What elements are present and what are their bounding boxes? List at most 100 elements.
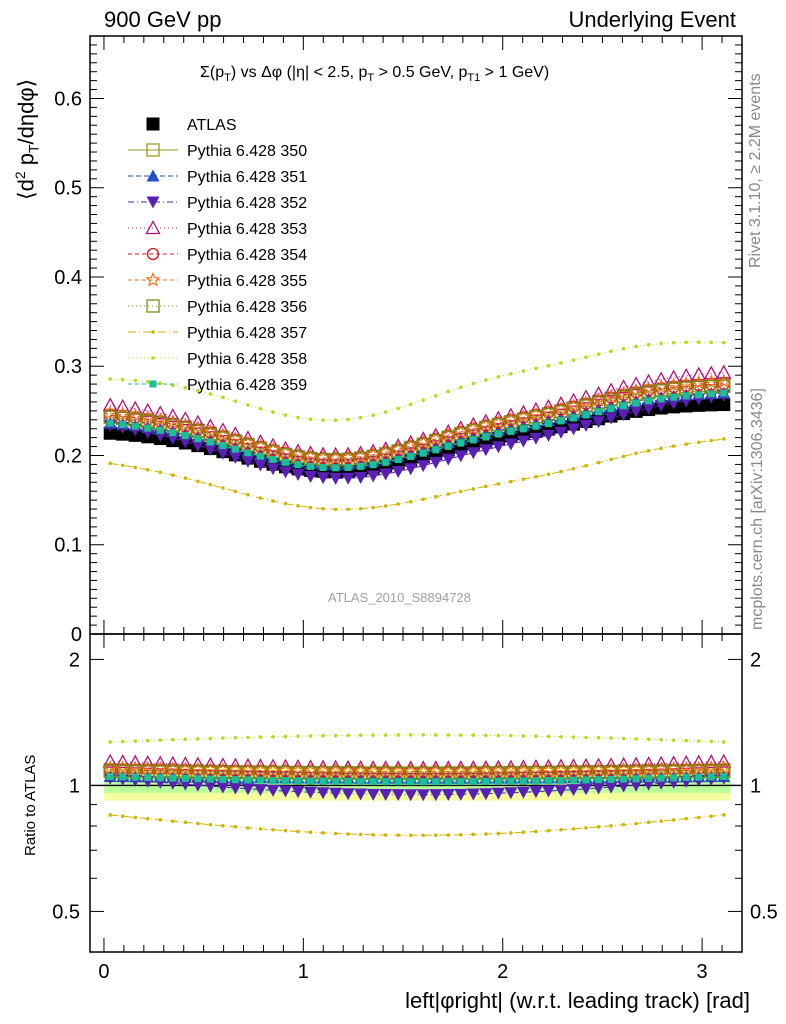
series-line (110, 371, 724, 456)
legend-label: Pythia 6.428 356 (187, 299, 307, 316)
series-pythia-6-428-355 (102, 373, 732, 465)
ratio-point (521, 734, 526, 738)
legend-marker (146, 247, 160, 261)
ratio-point (721, 813, 726, 817)
ratio-point (321, 733, 325, 738)
ratio-point (256, 776, 264, 784)
legend: ATLAS Pythia 6.428 350 Pythia 6.428 351 Pyt… (128, 117, 307, 394)
data-point (108, 461, 113, 466)
data-point (567, 423, 581, 436)
data-point (316, 472, 330, 485)
data-point (258, 406, 263, 411)
ratio-point (396, 833, 401, 838)
y-tick-label: 0.4 (54, 267, 82, 289)
data-point (265, 441, 281, 457)
data-point (346, 507, 350, 512)
x-axis-label: left|φright| (w.r.t. leading track) [rad… (405, 988, 750, 1013)
ratio-point (233, 735, 238, 740)
ratio-point (471, 733, 476, 738)
legend-entry-pythia-6-428-350: Pythia 6.428 350 (128, 143, 307, 160)
ratio-line (110, 767, 724, 772)
data-point (140, 402, 156, 417)
data-point (654, 399, 668, 412)
data-point (296, 504, 300, 508)
analysis-tag: ATLAS_2010_S8894728 (328, 590, 471, 605)
data-point (494, 430, 502, 438)
data-point (419, 449, 427, 457)
ratio-point (208, 822, 213, 827)
ratio-point (119, 773, 127, 781)
ratio-point (140, 760, 156, 776)
ratio-point (341, 788, 355, 801)
data-point (691, 375, 707, 390)
data-point (684, 340, 689, 345)
ratio-point (203, 780, 217, 793)
data-point (421, 497, 426, 502)
data-point (546, 363, 551, 368)
legend-marker (149, 380, 157, 388)
legend-entry-pythia-6-428-354: Pythia 6.428 354 (128, 247, 307, 264)
ratio-point (478, 763, 494, 778)
ratio-point (454, 788, 468, 801)
ratio-point (158, 818, 163, 822)
ratio-point (509, 831, 513, 835)
ratio-point (590, 762, 607, 777)
ratio-point (208, 736, 213, 741)
ratio-y-tick-label-right: 2 (750, 649, 761, 671)
data-point (646, 342, 651, 347)
data-point (369, 461, 377, 469)
data-point (441, 453, 455, 466)
data-point (244, 449, 252, 457)
data-point (496, 482, 501, 486)
ratio-point (191, 779, 205, 792)
data-point (509, 479, 513, 484)
data-point (145, 379, 150, 384)
data-point (609, 349, 613, 354)
legend-marker (146, 169, 160, 182)
data-point (709, 438, 714, 443)
data-point (440, 427, 456, 442)
ratio-point (433, 733, 438, 737)
data-point (403, 438, 419, 453)
ratio-point (408, 833, 413, 838)
ratio-point (253, 784, 267, 797)
ratio-point (279, 785, 293, 798)
ratio-point (233, 825, 238, 829)
legend-label: Pythia 6.428 355 (187, 273, 307, 290)
ratio-point (645, 775, 653, 783)
data-point (503, 411, 519, 427)
y-tick-label: 0.2 (54, 445, 82, 467)
ratio-point (453, 763, 469, 778)
data-point (371, 413, 375, 418)
data-point (546, 472, 551, 477)
data-point (231, 445, 239, 453)
ratio-y-tick-label: 0.5 (52, 901, 80, 923)
ratio-point (720, 773, 728, 781)
x-tick-label: 1 (298, 961, 309, 983)
ratio-point (340, 763, 356, 778)
ratio-point (416, 789, 430, 802)
data-point (181, 432, 189, 440)
data-point (304, 470, 318, 483)
ratio-point (177, 761, 194, 776)
ratio-point (177, 756, 193, 771)
series-pythia-6-428-359 (106, 389, 728, 472)
ratio-point (291, 786, 305, 799)
legend-label: Pythia 6.428 358 (187, 351, 307, 368)
ratio-point (316, 787, 330, 800)
data-point (695, 391, 703, 399)
data-point (521, 369, 526, 373)
ratio-series-pythia-6-428-359 (106, 773, 728, 786)
ratio-point (659, 819, 663, 823)
ratio-point (390, 763, 406, 778)
data-point (721, 340, 726, 345)
ratio-point (609, 736, 613, 740)
ratio-point (582, 776, 590, 784)
ratio-point (671, 818, 676, 822)
data-point (319, 464, 327, 472)
ratio-point (515, 762, 532, 778)
data-point (158, 470, 163, 475)
ratio-point (703, 754, 719, 769)
ratio-point (333, 831, 338, 836)
data-point (571, 358, 576, 362)
